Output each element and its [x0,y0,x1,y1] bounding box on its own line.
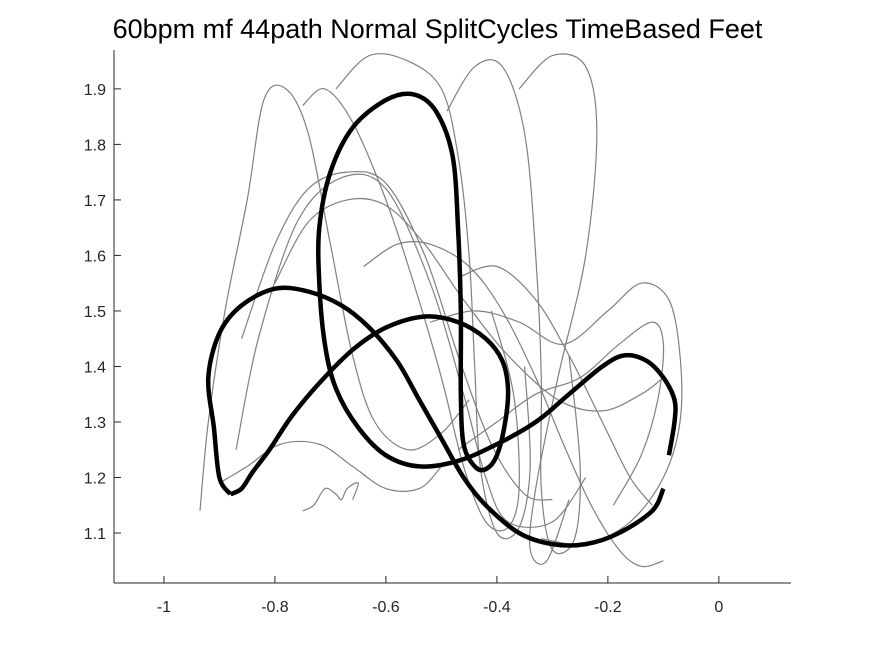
x-tick-label: 0 [714,599,723,616]
mean-lines [205,91,678,548]
trial-trajectory-9 [363,240,664,568]
trial-trajectory-8 [274,197,664,412]
trial-trajectory-2 [302,88,520,532]
y-tick-label: 1.9 [84,82,106,99]
x-tick-label: -0.8 [261,599,289,616]
y-tick-label: 1.4 [84,359,106,376]
x-tick-label: -0.4 [483,599,511,616]
y-tick-label: 1.5 [84,304,106,321]
x-tick-label: -0.6 [372,599,400,616]
trial-trajectory-13 [219,440,442,492]
y-tick-label: 1.8 [84,137,106,154]
trial-trajectory-14 [302,482,359,512]
ticks: -1 -0.8 -0.6 -0.4 -0.2 0 1.1 1.2 1.3 1.4 1.5 1.6 1.7… [84,82,724,616]
y-tick-label: 1.6 [84,248,106,265]
y-tick-label: 1.2 [84,471,106,488]
trial-trajectory-7 [235,173,587,529]
trial-trajectory-1 [199,84,470,511]
mean-trajectory-1 [205,285,666,548]
trial-trajectory-6 [241,170,553,501]
x-tick-label: -0.2 [594,599,622,616]
y-tick-label: 1.3 [84,415,106,432]
chart-title: 60bpm mf 44path Normal SplitCycles TimeB… [112,14,763,44]
x-tick-label: -1 [157,599,171,616]
trial-trajectory-11 [430,282,683,546]
y-tick-label: 1.7 [84,193,106,210]
y-tick-label: 1.1 [84,526,106,543]
trial-trajectory-4 [446,59,581,555]
trial-trajectory-3 [335,53,531,540]
trial-lines [199,53,683,568]
trial-trajectory-12 [457,321,665,506]
axes [113,50,791,584]
trial-trajectory-5 [518,53,598,565]
mean-trajectory-2 [229,91,678,497]
